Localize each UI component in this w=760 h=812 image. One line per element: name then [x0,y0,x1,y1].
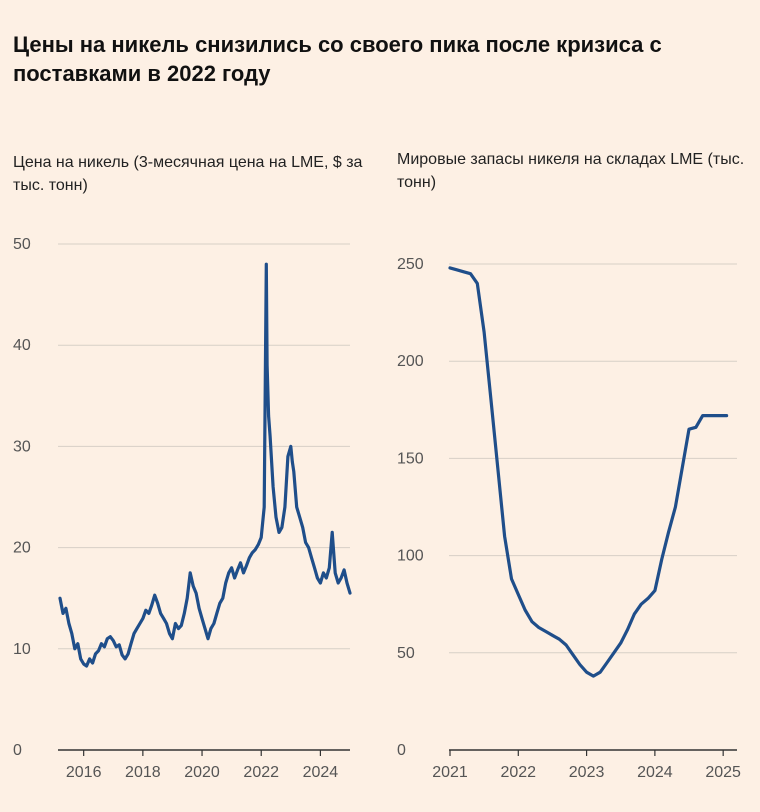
chart-2-title: Мировые запасы никеля на складах LME (ты… [397,151,745,191]
x-tick-label: 2025 [705,764,741,781]
x-tick-label: 2022 [500,764,536,781]
y-tick-label: 40 [13,337,31,354]
y-tick-label: 0 [397,742,406,759]
series-line [448,266,729,678]
x-tick-label: 2020 [184,764,220,781]
page-title: Цены на никель снизились со своего пика … [13,32,662,86]
y-tick-label: 250 [397,256,424,273]
x-tick-label: 2021 [432,764,468,781]
x-tick-label: 2018 [125,764,161,781]
y-tick-label: 200 [397,353,424,370]
chart-1-title: Цена на никель (3-месячная цена на LME, … [13,154,363,194]
y-tick-label: 150 [397,450,424,467]
y-tick-label: 0 [13,742,22,759]
y-tick-label: 10 [13,641,31,658]
x-tick-label: 2024 [637,764,673,781]
y-tick-label: 20 [13,540,31,557]
y-tick-label: 30 [13,438,31,455]
series-line [58,262,352,668]
y-tick-label: 100 [397,548,424,565]
y-tick-label: 50 [13,236,31,253]
x-tick-label: 2024 [303,764,339,781]
x-tick-label: 2022 [243,764,279,781]
x-tick-label: 2016 [66,764,102,781]
y-tick-label: 50 [397,645,415,662]
x-tick-label: 2023 [569,764,605,781]
